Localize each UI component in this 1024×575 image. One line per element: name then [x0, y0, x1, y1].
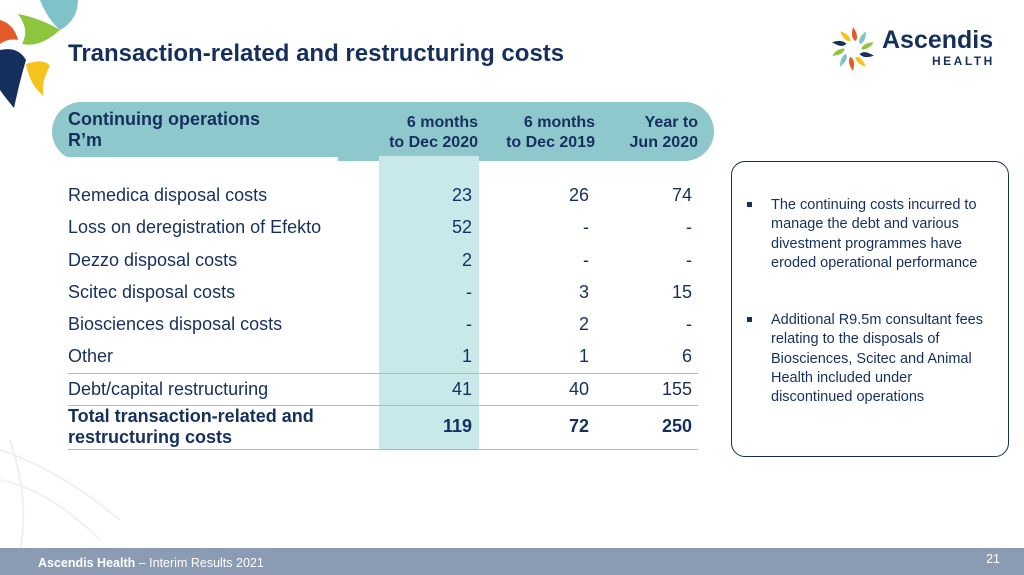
- table-row: Other 1 1 6: [68, 341, 698, 371]
- row-divider: [68, 405, 698, 406]
- cell-value: 6: [681, 346, 692, 366]
- total-label: Total transaction-related and restructur…: [68, 406, 314, 447]
- cell-value: 1: [461, 346, 472, 366]
- row-divider: [68, 373, 698, 374]
- table-header-bar: [52, 102, 714, 161]
- page-title: Transaction-related and restructuring co…: [68, 40, 565, 67]
- table-row: Remedica disposal costs 23 26 74: [68, 180, 698, 210]
- cell-value: -: [686, 217, 692, 237]
- total-value: 250: [661, 416, 692, 436]
- bullet-icon: [747, 317, 752, 322]
- cell-value: 23: [451, 185, 472, 205]
- header-label-line1: Continuing operations: [68, 109, 260, 129]
- note-item: Additional R9.5m consultant fees relatin…: [747, 311, 996, 407]
- table-row: Biosciences disposal costs - 2 -: [68, 309, 698, 339]
- footer-bar: Ascendis Health – Interim Results 2021 2…: [0, 548, 1024, 575]
- notes-box: The continuing costs incurred to manage …: [731, 161, 1009, 457]
- logo-wordmark: Ascendis: [882, 26, 994, 54]
- cell-value: 40: [568, 379, 589, 399]
- column-header-jun-2020: Year to Jun 2020: [629, 114, 698, 151]
- bullet-icon: [747, 202, 752, 207]
- cell-value: 155: [661, 379, 692, 399]
- row-label: Loss on deregistration of Efekto: [68, 217, 322, 237]
- row-label: Scitec disposal costs: [68, 282, 236, 302]
- cell-value: 2: [461, 250, 472, 270]
- cell-value: -: [686, 250, 692, 270]
- cell-value: 41: [451, 379, 472, 399]
- cell-value: 26: [568, 185, 589, 205]
- cell-value: 2: [578, 314, 589, 334]
- header-label-line2: R’m: [68, 130, 103, 150]
- row-label: Remedica disposal costs: [68, 185, 268, 205]
- table-row: Dezzo disposal costs 2 - -: [68, 245, 698, 275]
- current-period-column-highlight: [379, 156, 479, 450]
- note-item: The continuing costs incurred to manage …: [747, 196, 996, 273]
- cell-value: 74: [671, 185, 692, 205]
- ascendis-health-logo: Ascendis HEALTH: [828, 24, 1000, 76]
- logo-mark-icon: [832, 27, 874, 71]
- table-header-label: Continuing operations R’m: [68, 109, 260, 151]
- note-text: Additional R9.5m consultant fees relatin…: [771, 312, 983, 406]
- corner-decoration: [0, 0, 78, 108]
- note-text: The continuing costs incurred to manage …: [771, 197, 978, 271]
- table-row: Loss on deregistration of Efekto 52 - -: [68, 212, 698, 242]
- total-value: 72: [568, 416, 589, 436]
- cell-value: 3: [578, 282, 589, 302]
- page-number: 21: [986, 552, 1000, 566]
- column-header-dec-2020: 6 months to Dec 2020: [389, 114, 478, 151]
- cell-value: -: [583, 217, 589, 237]
- cell-value: -: [686, 314, 692, 334]
- column-header-dec-2019: 6 months to Dec 2019: [506, 114, 595, 151]
- background-decoration: [0, 440, 121, 550]
- cell-value: -: [583, 250, 589, 270]
- table-row: Scitec disposal costs - 3 15: [68, 277, 698, 307]
- table-row: Debt/capital restructuring 41 40 155: [68, 374, 698, 404]
- row-label: Debt/capital restructuring: [68, 379, 269, 399]
- row-label: Dezzo disposal costs: [68, 250, 238, 270]
- cell-value: -: [466, 314, 472, 334]
- row-label: Other: [68, 346, 114, 366]
- total-value: 119: [442, 416, 472, 436]
- row-divider: [68, 449, 698, 450]
- cell-value: 1: [578, 346, 589, 366]
- logo-subtitle: HEALTH: [932, 54, 995, 68]
- footer-brand-name: Ascendis Health: [38, 556, 136, 570]
- footer-subtitle: – Interim Results 2021: [135, 556, 264, 570]
- footer-brand: Ascendis Health – Interim Results 2021: [38, 556, 264, 570]
- table-total-row: Total transaction-related and restructur…: [68, 406, 698, 450]
- row-label: Biosciences disposal costs: [68, 314, 283, 334]
- cell-value: 52: [451, 217, 472, 237]
- cell-value: 15: [671, 282, 692, 302]
- cell-value: -: [466, 282, 472, 302]
